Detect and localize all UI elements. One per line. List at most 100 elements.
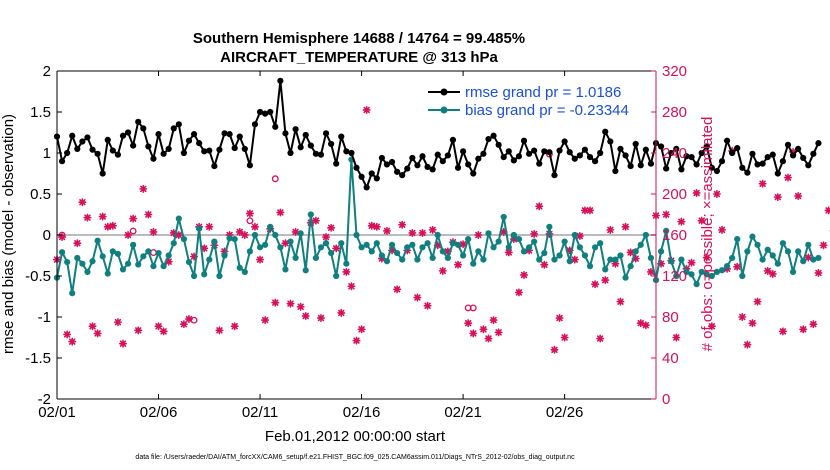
bias-series-point: [485, 230, 492, 237]
rmse-series-point: [206, 147, 213, 154]
obs-marker-stroke: [495, 329, 502, 336]
obs-assimilated-marker: [454, 260, 463, 269]
obs-marker-stroke: [74, 240, 81, 247]
obs-assimilated-marker: [205, 222, 214, 231]
rmse-series-point: [104, 136, 111, 143]
obs-marker-stroke: [596, 335, 604, 342]
bias-series-point: [124, 260, 132, 267]
rmse-series-point: [541, 148, 548, 155]
legend-bias-marker: [440, 106, 448, 114]
y-tick-label: -1.5: [25, 350, 51, 367]
bias-series-point: [581, 252, 589, 259]
rmse-series-point: [647, 160, 655, 167]
rmse-series-point: [69, 132, 76, 139]
x-tick-label: 02/21: [444, 404, 482, 421]
bias-series-point: [632, 248, 639, 255]
obs-assimilated-marker: [707, 322, 716, 331]
obs-marker-stroke: [261, 316, 269, 324]
obs-assimilated-marker: [469, 329, 478, 338]
obs-marker-stroke: [444, 248, 452, 255]
rmse-series-point: [779, 158, 787, 165]
obs-assimilated-marker: [733, 262, 742, 271]
obs-assimilated-marker: [382, 226, 391, 235]
obs-assimilated-marker: [83, 213, 92, 222]
bias-series-point: [515, 236, 523, 243]
bias-series-point: [170, 240, 177, 247]
rmse-series-point: [784, 141, 792, 148]
obs-marker-stroke: [561, 334, 568, 341]
bias-series-point: [602, 266, 609, 273]
obs-marker-stroke: [571, 256, 578, 263]
bias-series-point: [642, 231, 649, 239]
rmse-series-point: [505, 148, 512, 155]
obs-marker-stroke: [114, 318, 122, 326]
obs-assimilated-marker: [591, 280, 600, 289]
obs-marker-stroke: [490, 316, 497, 324]
obs-marker-stroke: [541, 261, 548, 268]
obs-marker-stroke: [180, 320, 188, 328]
obs-assimilated-marker: [408, 228, 417, 237]
obs-marker-stroke: [429, 226, 436, 234]
rmse-series-point: [226, 131, 233, 138]
y2-tick-label: 280: [662, 104, 687, 121]
bias-series-point: [185, 258, 193, 266]
bias-series-point: [673, 272, 680, 280]
y2-tick-label: 0: [662, 391, 670, 408]
bias-series-point: [718, 267, 726, 274]
rmse-series-point: [272, 123, 279, 130]
obs-marker-stroke: [779, 328, 787, 335]
obs-marker-stroke: [759, 180, 766, 187]
obs-assimilated-marker: [626, 248, 635, 257]
rmse-series-point: [165, 145, 172, 152]
bias-series-point: [703, 271, 710, 278]
rmse-series-point: [744, 169, 751, 176]
obs-assimilated-marker: [68, 337, 77, 346]
bias-series-point: [399, 256, 406, 263]
rmse-series-point: [678, 166, 685, 173]
rmse-series-point: [277, 77, 284, 84]
obs-marker-stroke: [287, 300, 294, 307]
bias-series-point: [551, 256, 558, 263]
obs-possible-marker: [246, 217, 254, 225]
obs-assimilated-marker: [108, 221, 117, 230]
obs-assimilated-marker: [768, 269, 777, 278]
obs-marker-stroke: [754, 298, 761, 305]
bias-series-point: [302, 267, 309, 274]
rmse-series-point: [495, 141, 502, 148]
obs-marker-stroke: [637, 319, 644, 327]
bias-series-point: [637, 241, 644, 248]
bias-series-point: [201, 271, 208, 278]
obs-marker-stroke: [109, 222, 117, 229]
obs-assimilated-marker: [794, 192, 803, 201]
obs-assimilated-marker: [286, 299, 295, 308]
data-file-footer: data file: /Users/raeder/DAI/ATM_forcXX/…: [135, 454, 575, 461]
rmse-series-point: [586, 154, 594, 161]
obs-marker-stroke: [505, 249, 512, 256]
obs-marker-stroke: [322, 233, 330, 241]
bias-series-point: [424, 240, 431, 247]
rmse-series-point: [221, 130, 228, 137]
obs-assimilated-marker: [245, 209, 254, 218]
obs-marker-stroke: [145, 211, 152, 218]
obs-assimilated-marker: [413, 293, 422, 302]
rmse-series-point: [764, 154, 771, 161]
bias-series-point: [505, 244, 512, 251]
obs-marker-stroke: [140, 185, 147, 193]
rmse-series-point: [124, 129, 132, 136]
rmse-series-point: [373, 175, 380, 182]
bias-series-point: [221, 252, 228, 259]
obs-assimilated-marker: [804, 253, 813, 262]
rmse-series-point: [287, 149, 294, 157]
rmse-series-point: [571, 155, 578, 162]
obs-assimilated-marker: [641, 321, 650, 330]
bias-series-point: [368, 248, 375, 255]
obs-assimilated-marker: [484, 334, 493, 343]
rmse-series-point: [419, 153, 426, 160]
rmse-series-point: [546, 149, 553, 156]
obs-assimilated-marker: [748, 319, 757, 328]
x-tick-label: 02/16: [343, 404, 381, 421]
obs-assimilated-marker: [316, 314, 325, 323]
obs-assimilated-marker: [367, 221, 376, 230]
obs-assimilated-marker: [616, 297, 625, 306]
